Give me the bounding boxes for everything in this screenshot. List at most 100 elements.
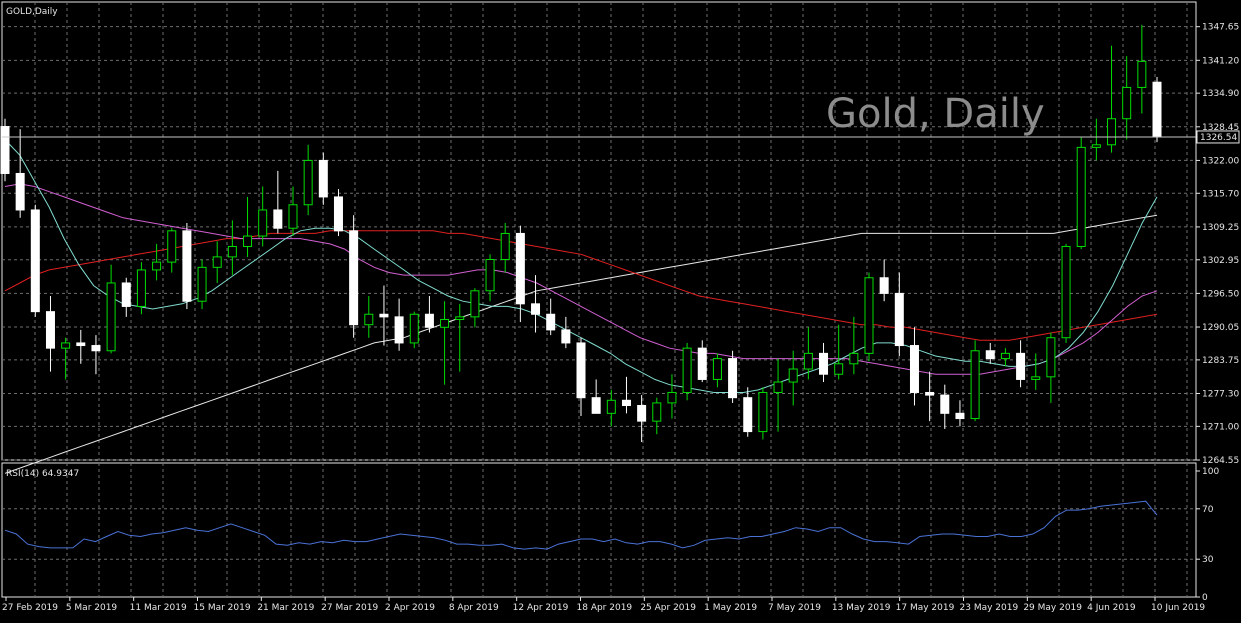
candle-body bbox=[697, 347, 707, 380]
candle-body bbox=[424, 313, 434, 328]
bull-candle bbox=[485, 254, 495, 302]
candle-body bbox=[258, 209, 268, 237]
moving-averages bbox=[4, 139, 1158, 474]
time-tick-label: 13 May 2019 bbox=[832, 603, 891, 613]
candle-body bbox=[1031, 376, 1041, 380]
chart-watermark: Gold, Daily bbox=[826, 91, 1045, 137]
candle-body bbox=[955, 412, 965, 420]
bull-candle bbox=[1076, 136, 1086, 250]
candle-body bbox=[970, 350, 980, 420]
bear-candle bbox=[30, 204, 40, 317]
price-tick-label: 1315.70 bbox=[1202, 189, 1239, 199]
bull-candle bbox=[667, 374, 677, 419]
bear-candle bbox=[1016, 340, 1026, 388]
candle-body bbox=[197, 266, 207, 302]
candle-body bbox=[637, 405, 647, 422]
candle-body bbox=[515, 232, 525, 305]
price-tick-label: 1309.25 bbox=[1202, 223, 1239, 233]
candle-body bbox=[531, 303, 541, 315]
price-tick-label: 1283.75 bbox=[1202, 356, 1239, 366]
bull-candle bbox=[849, 316, 859, 375]
time-tick-label: 25 Apr 2019 bbox=[640, 603, 696, 613]
bull-candle bbox=[440, 301, 450, 385]
bull-candle bbox=[288, 186, 298, 237]
bear-candle bbox=[318, 152, 328, 205]
bear-candle bbox=[273, 170, 283, 234]
candle-body bbox=[879, 277, 889, 294]
bull-candle bbox=[136, 262, 146, 315]
candle-body bbox=[894, 292, 904, 347]
candle-body bbox=[61, 342, 71, 349]
candle-body bbox=[576, 342, 586, 399]
candle-body bbox=[621, 399, 631, 407]
ma-magenta-line bbox=[4, 183, 1158, 375]
bear-candle bbox=[621, 376, 631, 414]
candle-body bbox=[909, 345, 919, 393]
candle-body bbox=[652, 402, 662, 422]
candle-body bbox=[409, 313, 419, 344]
price-tick-label: 1296.50 bbox=[1202, 289, 1239, 299]
time-tick-label: 15 Mar 2019 bbox=[194, 603, 251, 613]
price-tick-label: 1290.05 bbox=[1202, 323, 1239, 333]
bear-candle bbox=[728, 350, 738, 403]
bull-candle bbox=[1137, 24, 1147, 114]
price-tick-label: 1322.00 bbox=[1202, 156, 1239, 166]
rsi-label: RSI(14) 64.9347 bbox=[6, 469, 79, 479]
candle-body bbox=[773, 381, 783, 393]
candle-body bbox=[76, 342, 86, 347]
ma-red-line bbox=[4, 230, 1158, 341]
bear-candle bbox=[697, 340, 707, 383]
candle-body bbox=[121, 282, 131, 307]
bull-candle bbox=[455, 303, 465, 372]
candle-body bbox=[349, 230, 359, 326]
candle-body bbox=[682, 347, 692, 393]
bull-candle bbox=[712, 353, 722, 388]
bull-candle bbox=[1107, 45, 1117, 153]
time-tick-label: 27 Feb 2019 bbox=[2, 603, 58, 613]
bear-candle bbox=[1152, 77, 1162, 143]
price-tick-label: 1347.65 bbox=[1202, 23, 1239, 33]
price-tick-label: 1277.30 bbox=[1202, 390, 1239, 400]
candle-body bbox=[318, 159, 328, 198]
ma-white-line bbox=[4, 214, 1158, 474]
candle-body bbox=[273, 209, 283, 229]
bull-candle bbox=[864, 272, 874, 362]
candle-body bbox=[0, 126, 10, 174]
candle-body bbox=[1000, 352, 1010, 360]
candle-body bbox=[379, 313, 389, 318]
candle-body bbox=[606, 399, 616, 414]
time-tick-label: 23 May 2019 bbox=[960, 603, 1019, 613]
bear-candle bbox=[591, 379, 601, 414]
bear-candle bbox=[0, 118, 10, 182]
bear-candle bbox=[91, 335, 101, 375]
candle-body bbox=[561, 329, 571, 344]
bull-candle bbox=[303, 144, 313, 216]
bear-candle bbox=[940, 384, 950, 429]
candle-body bbox=[243, 235, 253, 247]
candle-body bbox=[788, 368, 798, 383]
bear-candle bbox=[45, 296, 55, 372]
time-tick-label: 8 Apr 2019 bbox=[449, 603, 499, 613]
candle-body bbox=[152, 261, 162, 271]
candle-body bbox=[940, 394, 950, 414]
bear-candle bbox=[955, 400, 965, 427]
bear-candle bbox=[333, 189, 343, 237]
candle-body bbox=[288, 204, 298, 229]
rsi-panel bbox=[4, 500, 1158, 550]
bear-candle bbox=[424, 296, 434, 333]
bear-candle bbox=[394, 298, 404, 351]
bull-candle bbox=[227, 220, 237, 276]
time-tick-label: 21 Mar 2019 bbox=[257, 603, 314, 613]
candle-body bbox=[1107, 118, 1117, 146]
candle-body bbox=[546, 313, 556, 331]
symbol-label: GOLD,Daily bbox=[6, 7, 58, 17]
bull-candle bbox=[1031, 353, 1041, 390]
time-tick-label: 29 May 2019 bbox=[1023, 603, 1082, 613]
candle-body bbox=[667, 391, 677, 404]
time-tick-label: 7 May 2019 bbox=[768, 603, 821, 613]
bull-candle bbox=[682, 342, 692, 401]
current-price-box bbox=[1196, 130, 1240, 144]
candle-body bbox=[1076, 146, 1086, 247]
bull-candle bbox=[61, 337, 71, 380]
